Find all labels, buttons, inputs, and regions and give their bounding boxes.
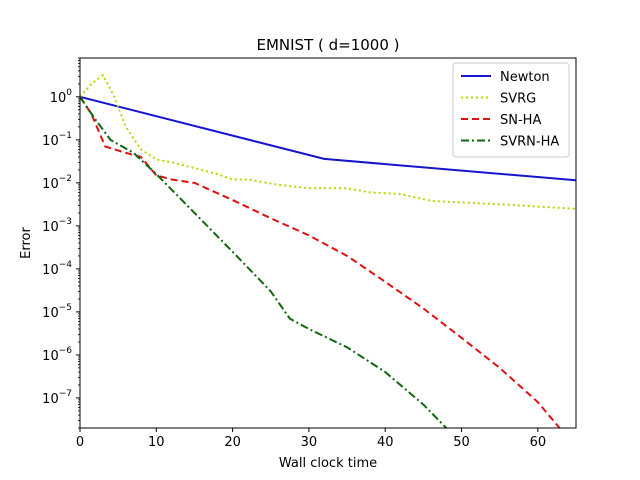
legend-label: SVRG xyxy=(500,92,536,107)
series-svrg-line xyxy=(80,74,576,210)
y-axis: 100 10−1 10−2 10−3 10−4 10−5 10−6 10−7 xyxy=(42,57,80,429)
x-axis: 0 10 20 30 40 50 60 xyxy=(76,428,546,450)
series-svrn-ha-line xyxy=(80,96,448,428)
y-tick-label: 10−7 xyxy=(42,389,72,407)
x-tick-label: 20 xyxy=(224,435,241,450)
series-sn-ha-line xyxy=(80,96,561,428)
legend-box xyxy=(452,62,570,158)
x-tick-label: 40 xyxy=(377,435,394,450)
x-tick-label: 30 xyxy=(301,435,318,450)
legend-label: Newton xyxy=(500,70,550,85)
series-layer xyxy=(80,74,576,428)
x-tick-label: 60 xyxy=(530,435,547,450)
y-tick-label: 10−2 xyxy=(42,174,72,192)
y-tick-label: 10−6 xyxy=(42,346,72,364)
x-axis-label: Wall clock time xyxy=(279,456,377,471)
x-tick-label: 50 xyxy=(453,435,470,450)
x-tick-label: 0 xyxy=(76,435,84,450)
y-tick-label: 10−3 xyxy=(42,217,72,235)
legend-label: SN-HA xyxy=(500,113,541,128)
y-tick-label: 10−4 xyxy=(42,260,72,278)
y-tick-label: 100 xyxy=(50,88,73,106)
y-tick-label: 10−5 xyxy=(42,303,72,321)
y-axis-label: Error xyxy=(19,227,34,259)
chart-title: EMNIST ( d=1000 ) xyxy=(256,36,399,54)
series-newton-line xyxy=(80,95,576,182)
legend-label: SVRN-HA xyxy=(500,135,559,150)
x-tick-label: 10 xyxy=(148,435,165,450)
y-tick-label: 10−1 xyxy=(42,131,72,149)
legend: Newton SVRG SN-HA SVRN-HA xyxy=(452,62,570,158)
